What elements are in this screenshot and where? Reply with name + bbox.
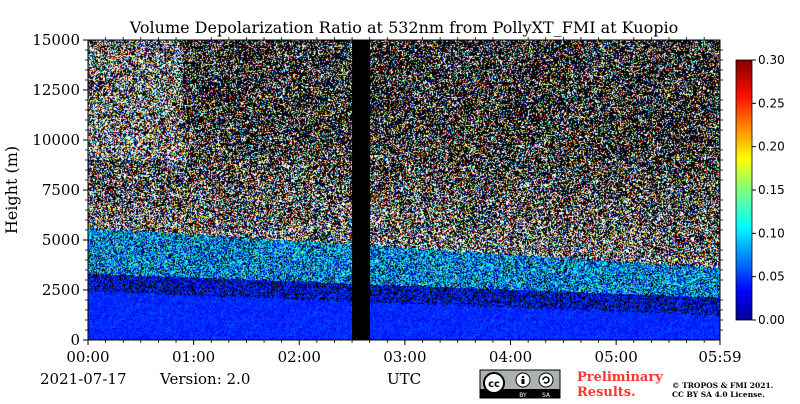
y-tick-label: 0	[70, 331, 80, 349]
colorbar-tick-label: 0.05	[758, 270, 785, 284]
x-tick-label: 05:00	[595, 348, 638, 366]
x-tick-label: 01:00	[172, 348, 215, 366]
x-tick-label: 03:00	[383, 348, 426, 366]
y-tick-label: 10000	[32, 131, 80, 149]
cc-sa-label: SA	[542, 392, 551, 399]
copyright-line-2: CC BY SA 4.0 License.	[672, 390, 765, 399]
y-tick-label: 7500	[42, 181, 80, 199]
colorbar-tick-label: 0.20	[758, 140, 785, 154]
depolarization-heatmap	[88, 40, 720, 340]
x-axis: 00:00 01:00 02:00 03:00 04:00 05:00 05:59	[66, 37, 742, 366]
colorbar-tick-label: 0.00	[758, 313, 785, 327]
chart-title: Volume Depolarization Ratio at 532nm fro…	[129, 18, 678, 37]
colorbar-tick-label: 0.25	[758, 96, 785, 110]
plot-area	[87, 39, 721, 341]
copyright-line-1: © TROPOS & FMI 2021.	[672, 381, 773, 390]
x-axis-label: UTC	[387, 370, 421, 388]
colorbar-tick-label: 0.10	[758, 226, 785, 240]
no-data-gap	[352, 40, 371, 340]
y-axis: 0 2500 5000 7500 10000 12500 15000	[32, 31, 723, 349]
cc-icon: cc	[488, 379, 500, 390]
y-axis-label: Height (m)	[2, 146, 21, 234]
colorbar-tick-label: 0.30	[758, 53, 785, 67]
cc-by-sa-icon: cc BY SA	[479, 369, 561, 399]
x-tick-label: 02:00	[278, 348, 321, 366]
colorbar-ticks: 0.00 0.05 0.10 0.15 0.20 0.25 0.30	[752, 53, 785, 327]
y-tick-label: 5000	[42, 231, 80, 249]
x-tick-label: 04:00	[489, 348, 532, 366]
x-tick-label: 05:59	[698, 348, 741, 366]
y-tick-label: 2500	[42, 281, 80, 299]
colorbar: 0.00 0.05 0.10 0.15 0.20 0.25 0.30	[735, 53, 785, 327]
y-tick-label: 12500	[32, 81, 80, 99]
y-tick-label: 15000	[32, 31, 80, 49]
footer-date: 2021-07-17	[40, 370, 126, 388]
x-tick-label: 00:00	[66, 348, 109, 366]
footer-version: Version: 2.0	[159, 370, 250, 388]
colorbar-scale	[735, 59, 753, 321]
preliminary-results-note: Preliminary Results.	[577, 370, 663, 400]
colorbar-tick-label: 0.15	[758, 183, 785, 197]
cc-by-label: BY	[519, 392, 527, 399]
